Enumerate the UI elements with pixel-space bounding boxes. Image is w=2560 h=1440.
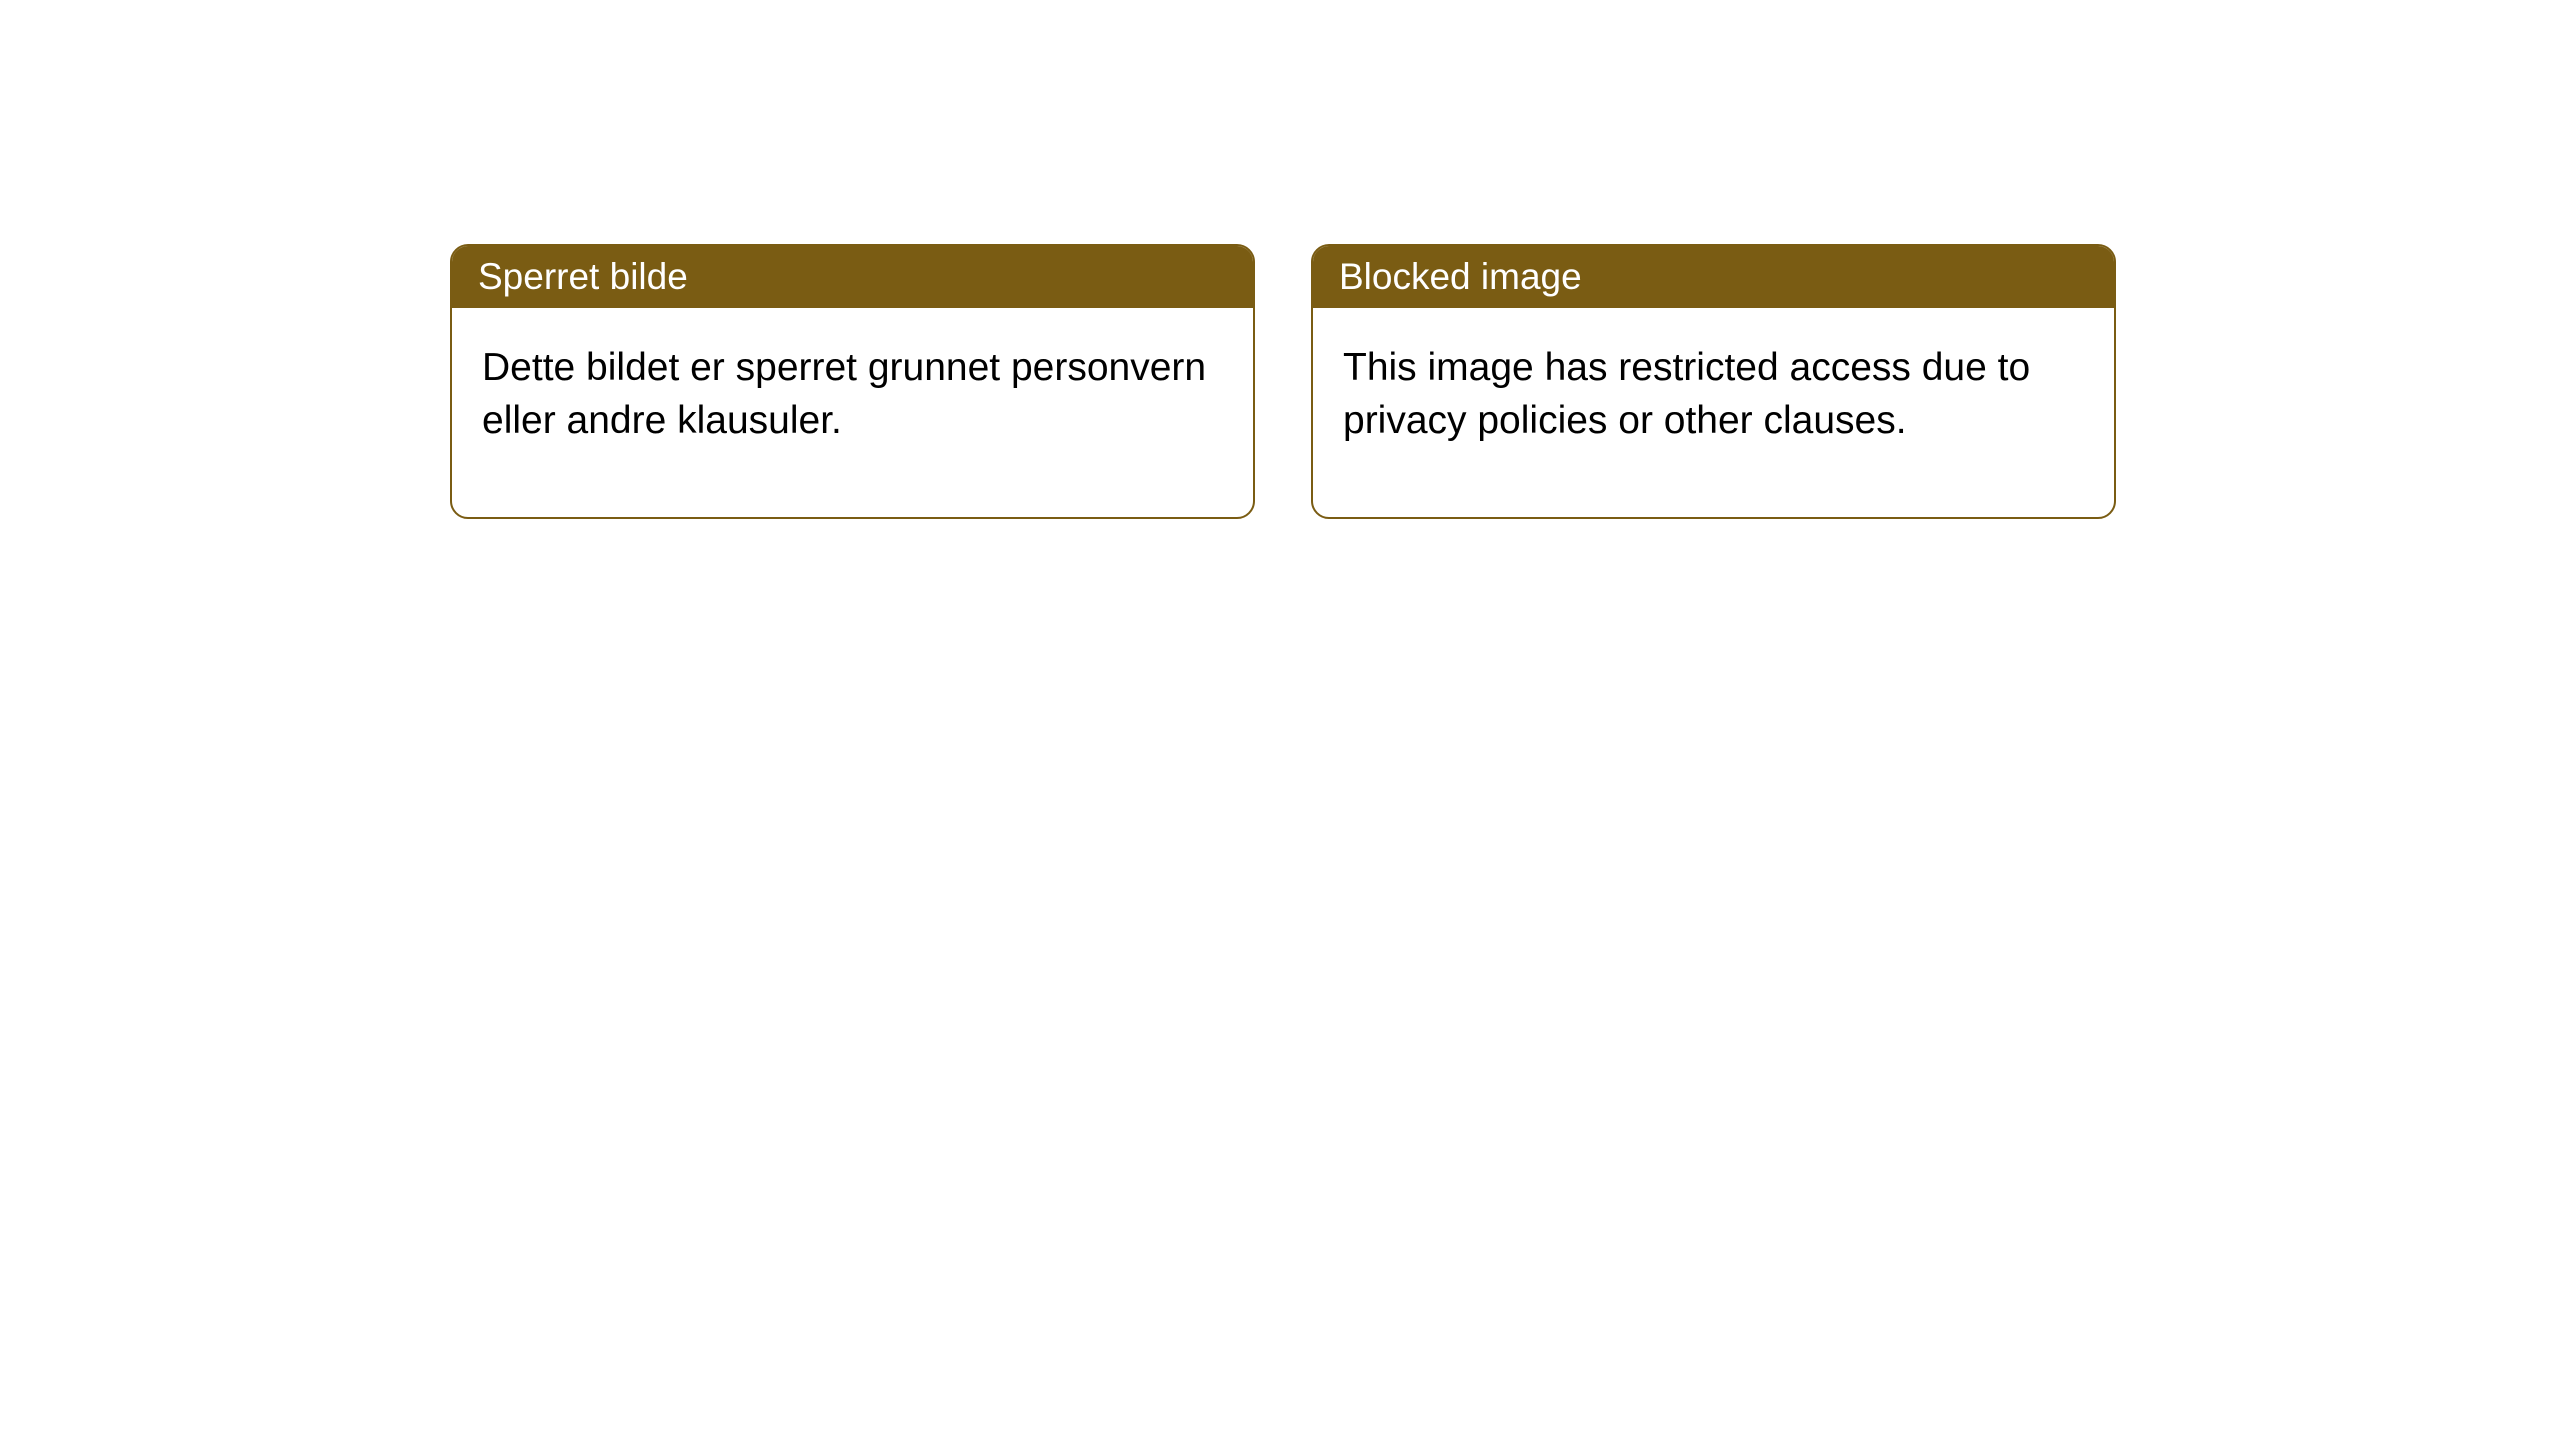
notice-card-norwegian: Sperret bilde Dette bildet er sperret gr… — [450, 244, 1255, 519]
notice-card-title: Sperret bilde — [452, 246, 1253, 308]
notice-card-body: This image has restricted access due to … — [1313, 308, 2114, 517]
notice-card-english: Blocked image This image has restricted … — [1311, 244, 2116, 519]
notice-card-body: Dette bildet er sperret grunnet personve… — [452, 308, 1253, 517]
notice-card-title: Blocked image — [1313, 246, 2114, 308]
notice-container: Sperret bilde Dette bildet er sperret gr… — [0, 0, 2560, 519]
